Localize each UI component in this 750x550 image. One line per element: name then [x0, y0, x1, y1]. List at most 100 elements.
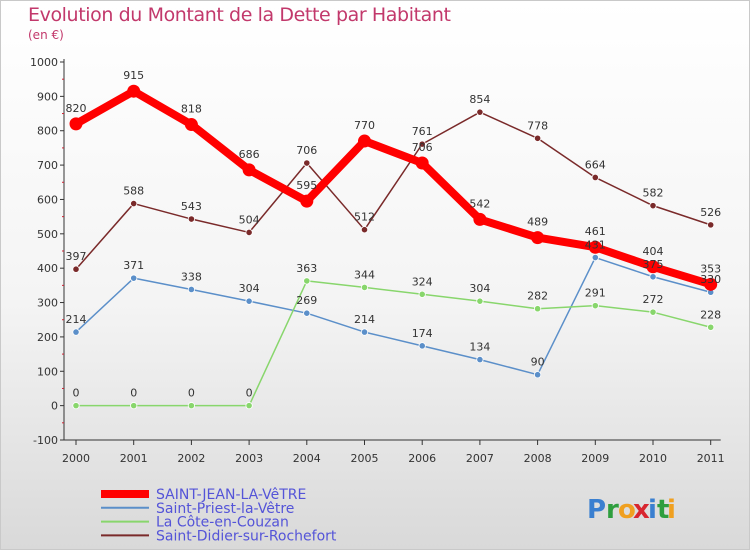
- data-label: 214: [66, 313, 87, 326]
- data-point: [707, 323, 715, 331]
- data-point: [476, 355, 484, 364]
- data-label: 854: [469, 93, 490, 106]
- data-point: [531, 231, 545, 245]
- data-point: [360, 226, 369, 234]
- data-label: 504: [239, 213, 260, 226]
- data-label: 778: [527, 119, 548, 132]
- data-label: 375: [643, 258, 664, 271]
- data-point: [360, 283, 369, 292]
- data-point: [242, 163, 256, 177]
- data-label: 0: [188, 387, 195, 400]
- data-point: [187, 402, 195, 410]
- logo-letter: x: [633, 495, 650, 525]
- data-label: 363: [296, 262, 317, 275]
- legend: SAINT-JEAN-LA-VêTRESaint-Priest-la-Vêtre…: [101, 487, 337, 544]
- data-point: [649, 308, 657, 316]
- data-point: [704, 277, 718, 291]
- data-label: 461: [585, 225, 606, 238]
- data-point: [707, 221, 715, 229]
- chart-subtitle: (en €): [28, 28, 64, 42]
- data-point: [130, 274, 138, 282]
- series-line: [72, 87, 715, 289]
- y-tick-label: 100: [37, 365, 58, 378]
- x-tick-label: 2002: [177, 452, 205, 465]
- data-point: [591, 253, 599, 262]
- data-point: [303, 159, 311, 167]
- x-tick-label: 2001: [120, 452, 148, 465]
- data-label: 542: [469, 197, 490, 210]
- data-label: 0: [246, 387, 253, 400]
- data-label: 228: [700, 308, 721, 321]
- data-label: 588: [123, 185, 144, 198]
- data-point: [130, 402, 138, 410]
- data-point: [476, 297, 484, 305]
- data-point: [591, 302, 599, 310]
- data-label: 174: [412, 327, 433, 340]
- data-point: [72, 265, 80, 273]
- axes: -100010020030040050060070080090010002000…: [30, 56, 725, 465]
- chart-title: Evolution du Montant de la Dette par Hab…: [28, 4, 451, 26]
- data-label: 0: [130, 387, 137, 400]
- data-label: 282: [527, 290, 548, 303]
- y-tick-label: 900: [37, 90, 58, 103]
- x-tick-label: 2008: [524, 452, 552, 465]
- y-tick-label: 700: [37, 159, 58, 172]
- data-label: 543: [181, 200, 202, 213]
- data-label: 0: [73, 387, 80, 400]
- data-label: 214: [354, 313, 375, 326]
- data-point: [360, 328, 369, 336]
- y-tick-label: 500: [37, 228, 58, 241]
- logo-letter: o: [618, 495, 636, 525]
- data-label: 330: [700, 273, 721, 286]
- data-label: 595: [296, 179, 317, 192]
- y-tick-label: 200: [37, 331, 58, 344]
- data-point: [245, 228, 253, 237]
- data-label: 664: [585, 158, 606, 171]
- y-tick-label: 800: [37, 125, 58, 138]
- y-tick-label: 0: [51, 400, 58, 413]
- data-point: [69, 117, 83, 131]
- data-label: 291: [585, 287, 606, 300]
- data-point: [72, 402, 80, 410]
- data-point: [418, 290, 426, 298]
- data-point: [473, 212, 487, 226]
- x-tick-label: 2003: [235, 452, 263, 465]
- legend-label: La Côte-en-Couzan: [156, 515, 289, 531]
- data-labels: 214 371 338 304 269 214 174 134 90 431 375 330 0 0 0 0 3…: [66, 69, 722, 399]
- data-point: [300, 194, 314, 208]
- x-tick-label: 2007: [466, 452, 494, 465]
- x-tick-label: 2004: [293, 452, 321, 465]
- data-point: [130, 199, 138, 208]
- data-label: 431: [585, 239, 606, 252]
- x-tick-label: 2000: [62, 452, 90, 465]
- data-label: 304: [239, 282, 260, 295]
- data-label: 818: [181, 103, 202, 116]
- data-point: [588, 240, 602, 254]
- data-point: [533, 134, 542, 142]
- data-label: 512: [354, 211, 375, 224]
- data-point: [533, 371, 542, 379]
- data-point: [245, 297, 253, 305]
- data-point: [533, 305, 542, 313]
- data-label: 134: [469, 341, 490, 354]
- data-point: [418, 342, 426, 350]
- x-tick-label: 2010: [639, 452, 667, 465]
- logo-letter: i: [667, 495, 676, 525]
- data-point: [127, 84, 141, 98]
- data-label: 338: [181, 270, 202, 283]
- data-point: [646, 260, 660, 274]
- data-point: [303, 277, 311, 285]
- y-tick-label: 600: [37, 193, 58, 206]
- data-point: [184, 118, 198, 132]
- data-label: 90: [531, 356, 545, 369]
- y-tick-label: 300: [37, 297, 58, 310]
- y-tick-label: -100: [33, 434, 58, 447]
- data-label: 761: [412, 125, 433, 138]
- series-line: [75, 280, 712, 407]
- data-label: 353: [700, 262, 721, 275]
- series-line: [75, 111, 712, 270]
- data-label: 686: [239, 148, 260, 161]
- legend-label: Saint-Didier-sur-Rochefort: [156, 528, 337, 544]
